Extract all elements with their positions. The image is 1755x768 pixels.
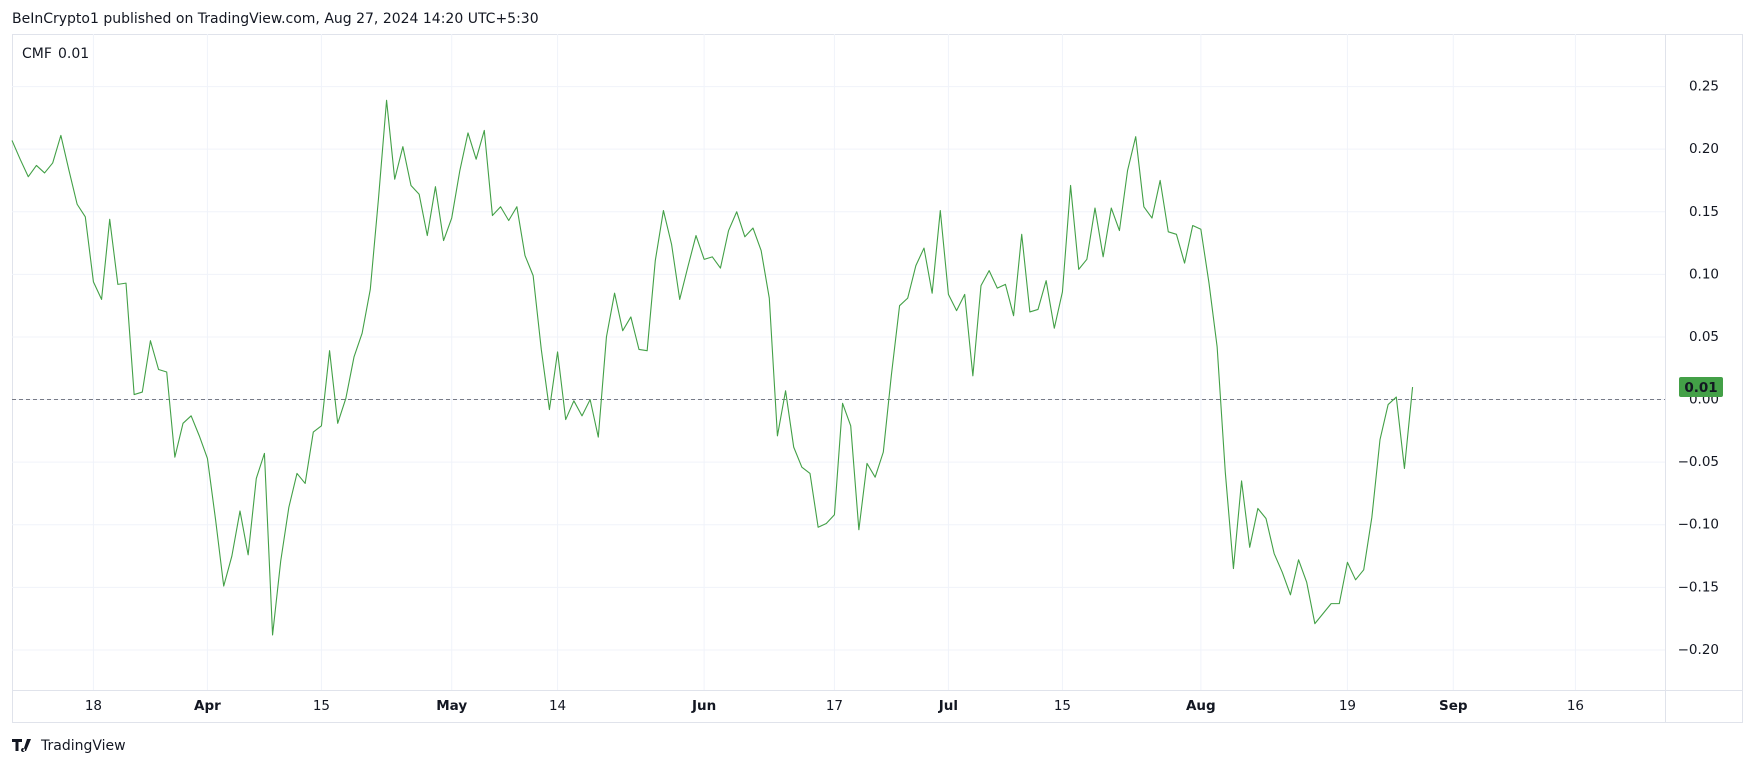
- x-tick-label: Apr: [194, 698, 221, 714]
- legend-value: 0.01: [58, 46, 89, 62]
- footer-logo: [12, 739, 31, 753]
- y-tick-label: 0.10: [1689, 266, 1719, 282]
- y-tick-label: −0.15: [1678, 579, 1719, 595]
- y-tick-label: −0.10: [1678, 517, 1719, 533]
- x-tick-label: 14: [549, 698, 566, 714]
- chart-frame: [12, 34, 1743, 723]
- y-tick-label: 0.20: [1689, 141, 1719, 157]
- last-value-label: 0.01: [1684, 380, 1717, 396]
- y-tick-label: −0.20: [1678, 642, 1719, 658]
- x-tick-label: 18: [85, 698, 102, 714]
- last-value-badge: [1679, 377, 1723, 398]
- x-tick-label: Aug: [1186, 698, 1216, 714]
- x-tick-label: 16: [1567, 698, 1584, 714]
- x-tick-label: Jun: [691, 698, 716, 714]
- x-tick-label: May: [436, 698, 467, 714]
- x-tick-label: 15: [1054, 698, 1071, 714]
- y-tick-label: 0.15: [1689, 204, 1719, 220]
- legend-name: CMF: [22, 46, 52, 62]
- x-tick-label: 17: [826, 698, 843, 714]
- y-tick-label: 0.25: [1689, 79, 1719, 95]
- x-tick-label: 19: [1339, 698, 1356, 714]
- x-tick-label: Sep: [1439, 698, 1468, 714]
- plot: [11, 99, 1665, 636]
- x-tick-label: Jul: [938, 698, 958, 714]
- x-tick-label: 15: [313, 698, 330, 714]
- grid: [12, 34, 1742, 722]
- y-tick-label: 0.05: [1689, 329, 1719, 345]
- cmf-line: [11, 99, 1414, 636]
- header-text: BeInCrypto1 published on TradingView.com…: [12, 11, 539, 27]
- footer-text: TradingView: [40, 738, 126, 754]
- y-tick-label: −0.05: [1678, 454, 1719, 470]
